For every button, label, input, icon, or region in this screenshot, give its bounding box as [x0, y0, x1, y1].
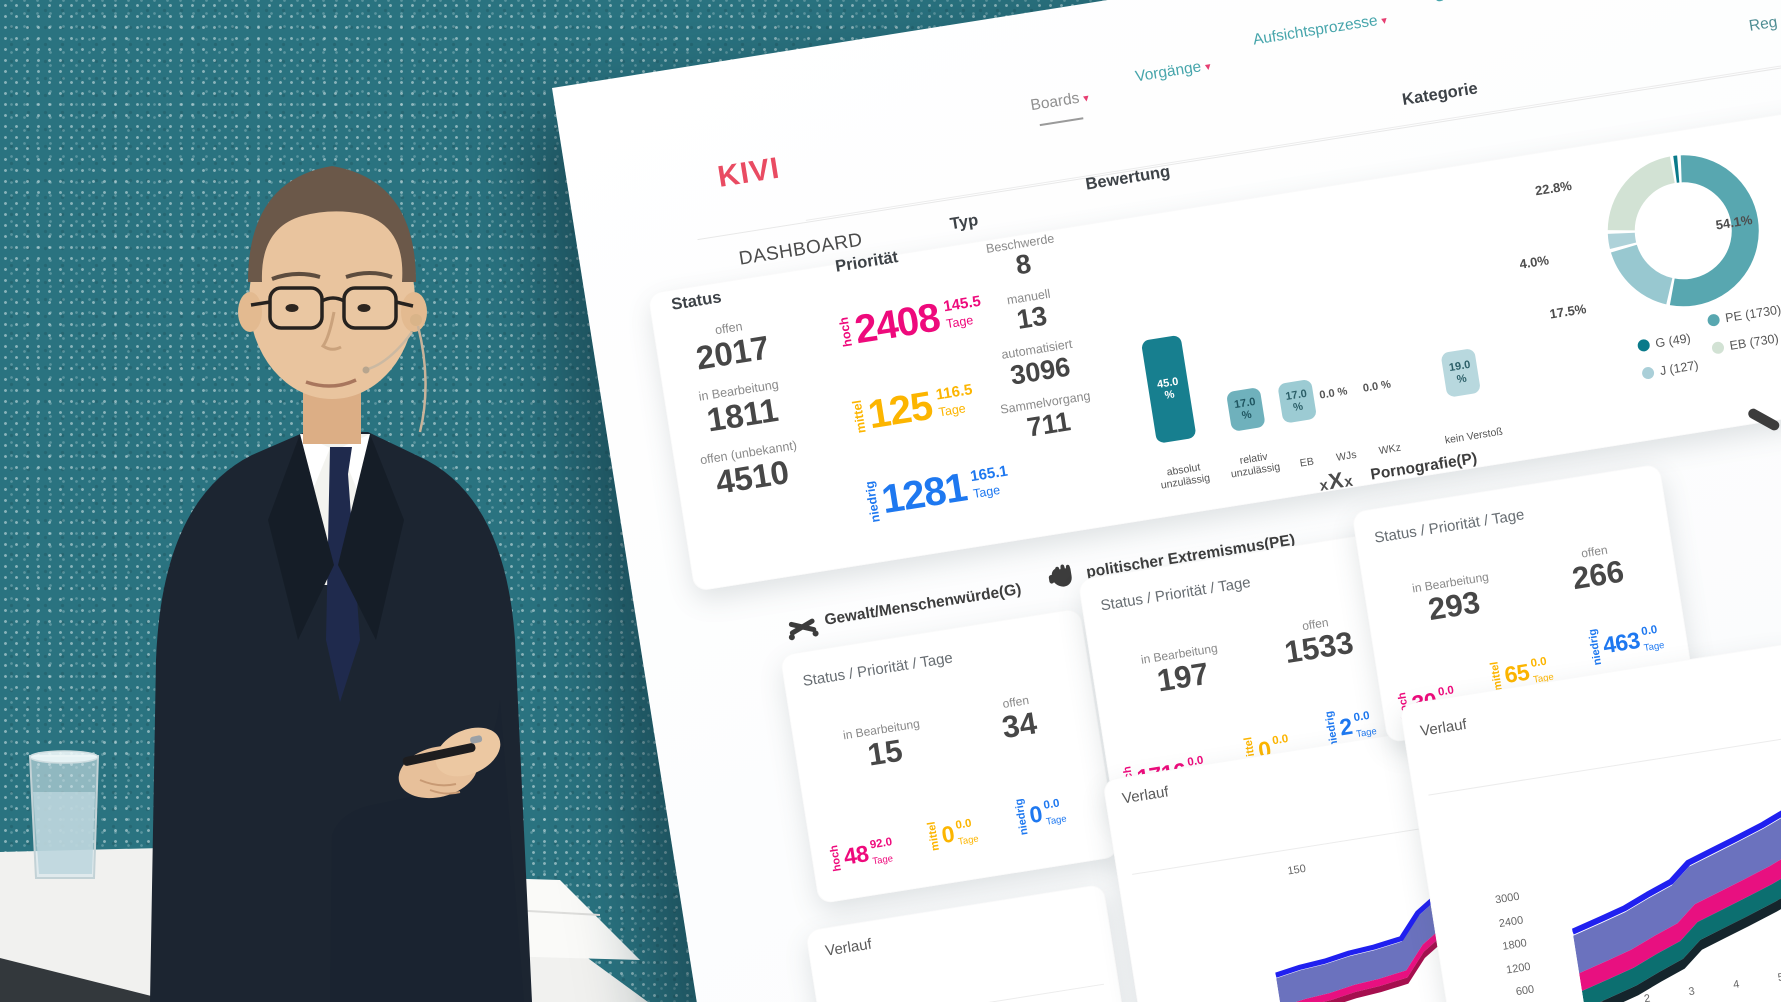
bar-wjs-zero: 0.0 %	[1318, 385, 1349, 402]
stats-header: Status / Priorität / Tage	[1373, 506, 1526, 547]
bar-eb: 17.0%	[1277, 378, 1318, 424]
press-photo	[0, 166, 648, 1002]
status-offen-unbekannt: offen (unbekannt) 4510	[699, 438, 798, 502]
bar-relativ-unzulaessig: 17.0%	[1225, 387, 1266, 432]
pe-y-tick: 150	[1286, 862, 1307, 878]
typ-manuell: manuell 13	[1005, 286, 1052, 336]
verlauf-title: Verlauf	[1120, 783, 1170, 808]
pe-offen: offen 1533	[1282, 615, 1356, 670]
chevron-down-icon: ▾	[1082, 92, 1090, 105]
nav-item-vorgaenge[interactable]: Vorgänge ▾	[1134, 57, 1212, 87]
legend-item-eb: EB (730)	[1711, 330, 1781, 355]
status-in-bearbeitung: in Bearbeitung 1811	[697, 377, 781, 439]
g-prio-mittel: mittel 0 0.0 Tage	[925, 817, 980, 852]
nav-right-partial[interactable]: Reg	[1747, 13, 1779, 35]
nav-item-boards[interactable]: Boards ▾	[1029, 88, 1090, 115]
donut-slice-j	[1607, 155, 1759, 307]
p-offen: offen 266	[1569, 542, 1627, 596]
pe-in-bearbeitung: in Bearbeitung 197	[1139, 640, 1219, 699]
bar-kein-verstoss: 19.0%	[1440, 347, 1482, 398]
stats-header: Status / Priorität / Tage	[1099, 573, 1252, 615]
man-in-suit	[150, 166, 532, 1002]
stats-header: Status / Priorität / Tage	[801, 649, 954, 690]
p-y-ticks: 3000 2400 1800 1200 600	[1494, 890, 1536, 999]
crossed-bats-icon	[788, 618, 819, 641]
lapel-left	[268, 434, 334, 640]
donut-slice-pe	[1607, 155, 1759, 307]
legend-dot	[1711, 340, 1725, 355]
bar-wkz-zero: 0.0 %	[1362, 378, 1392, 395]
chevron-down-icon: ▾	[1380, 14, 1388, 28]
gewalt-stats-card: Status / Priorität / Tage in Bearbeitung…	[779, 607, 1120, 905]
xxx-icon: xXx	[1318, 467, 1356, 495]
nav-boards-label: Boards	[1029, 89, 1081, 115]
nav-vorgaenge-label: Vorgänge	[1134, 58, 1203, 86]
legend-dot	[1706, 313, 1721, 328]
nav-active-underline	[1039, 117, 1084, 127]
nav-item-aufsichtsprozesse[interactable]: Aufsichtsprozesse ▾	[1252, 11, 1388, 50]
water-glass	[28, 750, 100, 879]
pen	[402, 743, 476, 766]
nav-item-statistik[interactable]: Statistik▾	[1433, 0, 1499, 7]
g-in-bearbeitung: in Bearbeitung 15	[842, 716, 921, 773]
kivi-logo[interactable]: KIVI	[715, 151, 783, 194]
legend-dot	[1636, 338, 1651, 353]
typ-column-title: Typ	[948, 211, 980, 234]
verlauf-title: Verlauf	[824, 935, 873, 960]
p-verlauf-area-chart	[1571, 795, 1781, 1002]
table-shadow-corner	[0, 958, 175, 1002]
kategorie-donut-chart	[1607, 155, 1759, 307]
legend-dot	[1641, 366, 1655, 380]
gridline	[835, 983, 1105, 1002]
bewertung-chart-title: Bewertung	[1084, 162, 1172, 194]
typ-automatisiert: automatisiert 3096	[1000, 337, 1074, 391]
lapel-right	[338, 434, 404, 640]
fist-icon	[1048, 564, 1072, 587]
g-prio-hoch: hoch 48 92.0 Tage	[827, 836, 894, 872]
g-prio-niedrig: niedrig 0 0.0 Tage	[1013, 797, 1068, 836]
bar-label: WKz	[1377, 441, 1402, 457]
earpiece-icon	[410, 314, 422, 326]
chevron-down-icon: ▾	[1204, 60, 1212, 74]
nav-aufsichtsprozesse-label: Aufsichtsprozesse	[1251, 12, 1379, 49]
typ-beschwerde: Beschwerde 8	[985, 231, 1056, 281]
nav-statistik-label: Statistik	[1433, 0, 1489, 6]
verlauf-title: Verlauf	[1419, 715, 1468, 740]
bar-label: kein Verstoß	[1444, 425, 1504, 447]
g-offen: offen 34	[999, 693, 1040, 746]
typ-sammelvorgang: Sammelvorgang 711	[999, 388, 1092, 443]
pornografie-verlauf-card: Verlauf 3000 2400 1800 1200 600 1 2 3 4	[1398, 642, 1781, 1002]
p-in-bearbeitung: in Bearbeitung 293	[1411, 569, 1490, 627]
kivi-dashboard-panel: Boards▾ Vorgänge▾ Aufsichtsprozesse▾ Sta…	[552, 0, 1781, 1002]
gewalt-verlauf-card: Verlauf	[804, 883, 1135, 1002]
p-prio-niedrig: niedrig 463 0.0 Tage	[1586, 624, 1666, 667]
hair	[248, 166, 416, 282]
kategorie-chart-title: Kategorie	[1400, 79, 1479, 110]
